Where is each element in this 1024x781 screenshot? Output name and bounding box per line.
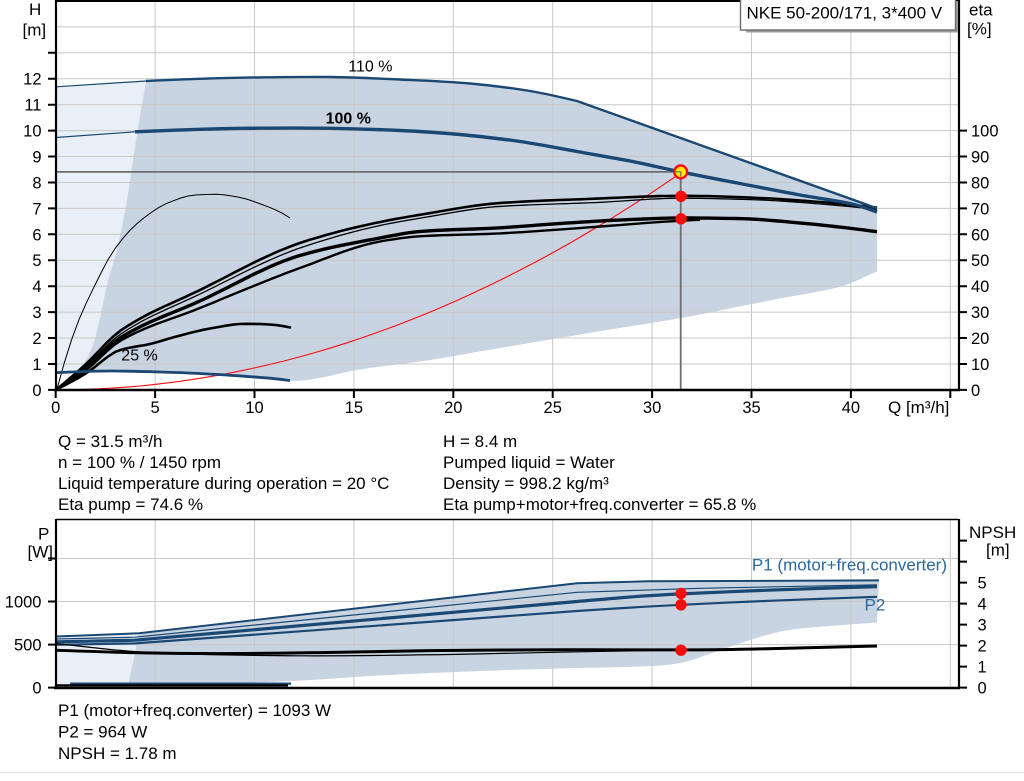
svg-text:P: P (38, 525, 49, 544)
svg-text:110 %: 110 % (348, 59, 392, 76)
svg-text:60: 60 (971, 226, 989, 244)
svg-text:6: 6 (32, 226, 41, 244)
svg-text:20: 20 (444, 399, 462, 417)
svg-text:Q = 31.5 m³/h: Q = 31.5 m³/h (58, 432, 162, 451)
svg-text:NPSH: NPSH (969, 523, 1016, 542)
svg-text:NPSH = 1.78 m: NPSH = 1.78 m (58, 744, 177, 763)
svg-text:7: 7 (32, 200, 41, 218)
svg-text:35: 35 (742, 399, 760, 417)
svg-text:Eta pump+motor+freq.converter: Eta pump+motor+freq.converter = 65.8 % (443, 495, 756, 514)
svg-text:90: 90 (971, 149, 989, 167)
svg-text:10: 10 (245, 399, 263, 417)
svg-text:P1 (motor+freq.converter) = 10: P1 (motor+freq.converter) = 1093 W (58, 701, 331, 720)
svg-text:8: 8 (32, 175, 41, 193)
svg-text:0: 0 (978, 680, 987, 698)
svg-text:100 %: 100 % (326, 111, 371, 128)
svg-text:H: H (29, 0, 41, 19)
svg-text:100: 100 (971, 123, 999, 141)
svg-text:4: 4 (978, 596, 987, 614)
svg-text:11: 11 (24, 97, 41, 115)
svg-text:[W]: [W] (28, 543, 54, 562)
svg-text:25 %: 25 % (121, 348, 157, 365)
svg-text:12: 12 (23, 71, 41, 89)
svg-text:25: 25 (544, 399, 562, 417)
svg-text:P2 = 964 W: P2 = 964 W (58, 723, 147, 742)
svg-text:[%]: [%] (967, 20, 992, 39)
svg-text:NKE 50-200/171, 3*400 V: NKE 50-200/171, 3*400 V (747, 3, 943, 22)
svg-text:1: 1 (32, 356, 41, 374)
svg-text:9: 9 (32, 149, 41, 167)
svg-text:[m]: [m] (986, 541, 1010, 560)
svg-text:Eta pump = 74.6 %: Eta pump = 74.6 % (58, 495, 203, 514)
svg-text:2: 2 (978, 638, 987, 656)
svg-text:500: 500 (14, 637, 42, 655)
svg-text:0: 0 (32, 382, 41, 400)
svg-text:70: 70 (971, 200, 989, 218)
svg-text:1000: 1000 (5, 594, 42, 612)
svg-text:10: 10 (971, 356, 989, 374)
svg-text:0: 0 (51, 399, 60, 417)
svg-text:0: 0 (971, 382, 980, 400)
svg-text:4: 4 (32, 278, 41, 296)
svg-text:Density = 998.2 kg/m³: Density = 998.2 kg/m³ (443, 474, 609, 493)
svg-text:0: 0 (32, 680, 41, 698)
svg-text:10: 10 (23, 123, 41, 141)
svg-text:eta: eta (969, 1, 993, 20)
svg-text:50: 50 (971, 252, 989, 270)
svg-text:5: 5 (151, 399, 160, 417)
svg-text:20: 20 (971, 330, 989, 348)
svg-text:40: 40 (842, 399, 860, 417)
svg-text:30: 30 (971, 304, 989, 322)
svg-text:Q [m³/h]: Q [m³/h] (888, 398, 949, 417)
svg-text:2: 2 (32, 330, 41, 348)
svg-text:P2: P2 (865, 596, 886, 615)
svg-text:30: 30 (643, 399, 661, 417)
svg-text:Liquid temperature during oper: Liquid temperature during operation = 20… (58, 474, 389, 493)
svg-text:40: 40 (971, 278, 989, 296)
svg-text:n = 100 % / 1450 rpm: n = 100 % / 1450 rpm (58, 453, 221, 472)
svg-text:H = 8.4 m: H = 8.4 m (443, 432, 517, 451)
svg-text:15: 15 (345, 399, 363, 417)
svg-text:3: 3 (32, 304, 41, 322)
svg-text:5: 5 (978, 575, 987, 593)
svg-text:P1 (motor+freq.converter): P1 (motor+freq.converter) (752, 556, 947, 575)
svg-text:80: 80 (971, 175, 989, 193)
svg-text:3: 3 (978, 617, 987, 635)
svg-text:1: 1 (978, 659, 987, 677)
svg-text:5: 5 (32, 252, 41, 270)
svg-text:[m]: [m] (23, 21, 47, 40)
svg-text:Pumped liquid = Water: Pumped liquid = Water (443, 453, 615, 472)
